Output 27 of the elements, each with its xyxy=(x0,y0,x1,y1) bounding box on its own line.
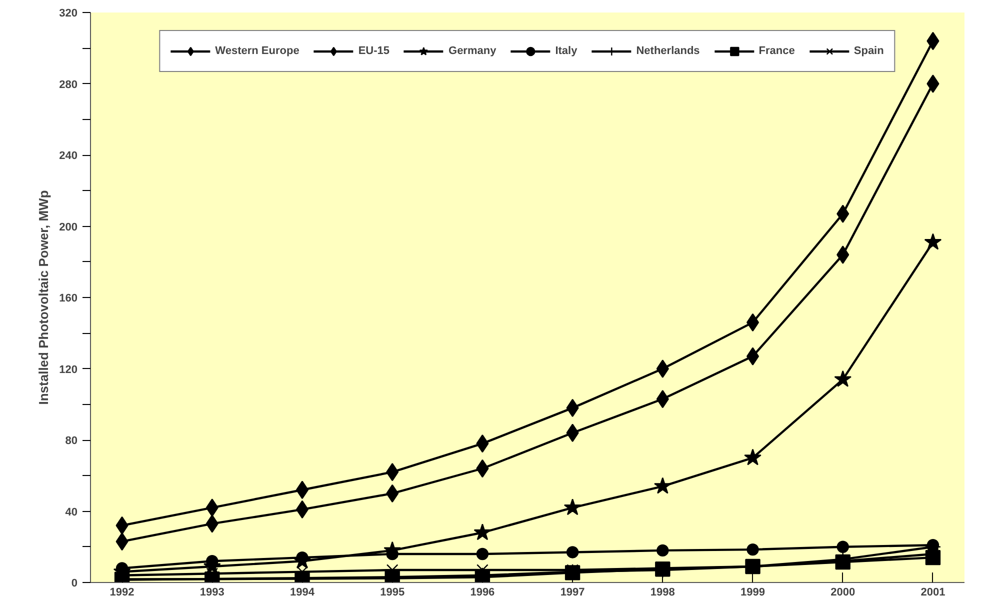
legend-label: Italy xyxy=(555,45,578,57)
legend-label: France xyxy=(758,45,795,57)
x-tick-label: 1992 xyxy=(110,586,134,598)
y-tick-label: 40 xyxy=(65,506,78,518)
x-tick-label: 1995 xyxy=(380,586,405,598)
legend-label: Western Europe xyxy=(215,45,300,57)
y-tick-label: 200 xyxy=(59,221,78,234)
y-tick-label: 240 xyxy=(59,150,78,162)
x-tick-label: 1997 xyxy=(560,586,585,598)
x-tick-label: 1999 xyxy=(740,586,766,598)
y-tick-label: 320 xyxy=(59,8,78,20)
y-tick-label: 80 xyxy=(65,435,78,447)
legend-label: Netherlands xyxy=(636,45,700,57)
x-tick-label: 2000 xyxy=(830,586,856,598)
x-tick-label: 1993 xyxy=(200,586,224,598)
legend-label: Germany xyxy=(448,45,496,57)
y-tick-label: 0 xyxy=(71,578,78,590)
legend-label: Spain xyxy=(854,45,884,57)
x-tick-label: 1998 xyxy=(650,586,675,598)
x-tick-label: 1994 xyxy=(290,586,316,598)
x-tick-label: 2001 xyxy=(920,586,946,598)
x-tick-label: 1996 xyxy=(470,586,495,598)
y-axis-title: Installed Photovoltaic Power, MWp xyxy=(36,190,52,405)
y-tick-label: 160 xyxy=(59,292,78,304)
y-tick-label: 120 xyxy=(59,364,78,376)
legend-label: EU-15 xyxy=(358,45,390,57)
y-tick-label: 280 xyxy=(59,78,78,91)
